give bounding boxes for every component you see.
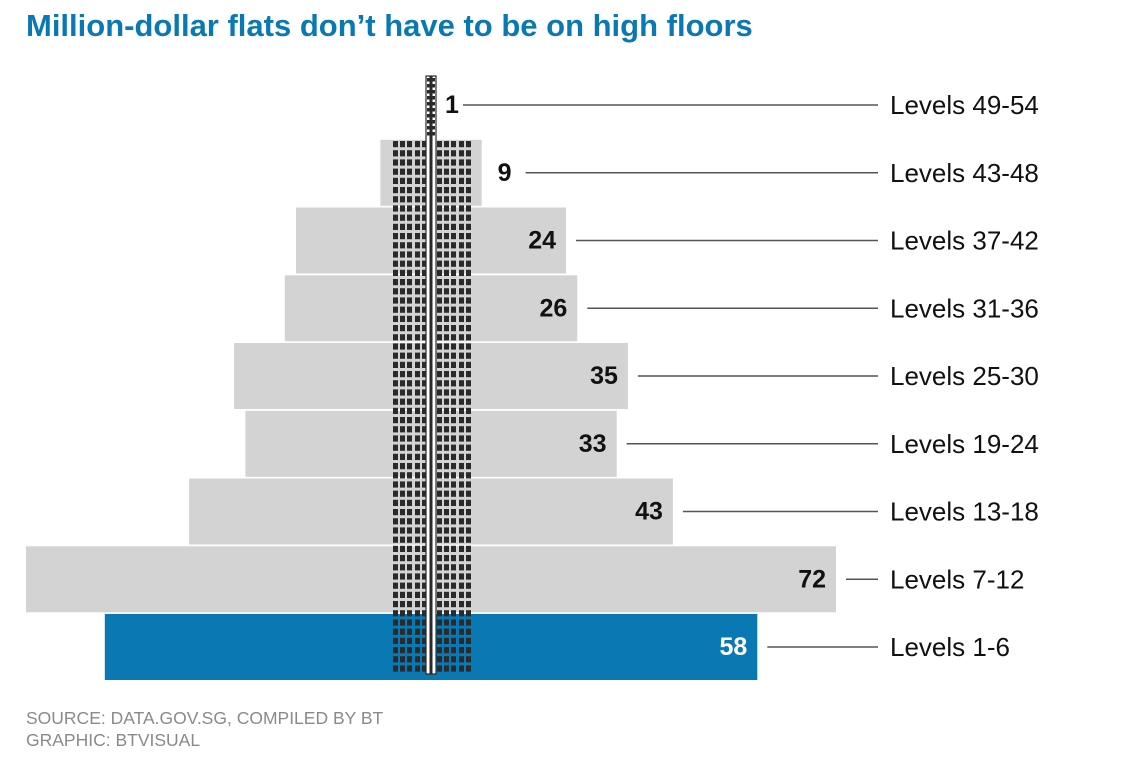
category-label-levels-7-12: Levels 7-12 — [890, 564, 1024, 594]
value-label-levels-7-12: 72 — [798, 565, 826, 593]
spire-dashes — [427, 78, 435, 136]
value-label-levels-25-30: 35 — [590, 362, 618, 390]
value-label-levels-43-48: 9 — [498, 159, 512, 187]
value-label-levels-37-42: 24 — [528, 227, 556, 255]
tower-windows — [393, 141, 471, 672]
value-label-levels-49-54: 1 — [445, 91, 459, 119]
source-note: SOURCE: DATA.GOV.SG, COMPILED BY BT — [26, 708, 384, 728]
value-label-levels-1-6: 58 — [719, 633, 747, 661]
value-label-levels-31-36: 26 — [539, 294, 567, 322]
chart-title: Million-dollar flats don’t have to be on… — [26, 8, 753, 43]
value-label-levels-13-18: 43 — [635, 498, 663, 526]
category-label-levels-49-54: Levels 49-54 — [890, 90, 1039, 120]
category-label-levels-31-36: Levels 31-36 — [890, 293, 1039, 323]
credits: SOURCE: DATA.GOV.SG, COMPILED BY BT GRAP… — [26, 707, 383, 751]
value-label-levels-19-24: 33 — [579, 430, 607, 458]
category-label-levels-19-24: Levels 19-24 — [890, 429, 1039, 459]
pyramid-chart: 1 Levels 49-54 9 Levels 43-48 24 Levels 37-42… — [26, 75, 1039, 680]
category-label-levels-13-18: Levels 13-18 — [890, 497, 1039, 527]
category-label-levels-1-6: Levels 1-6 — [890, 632, 1010, 662]
graphic-credit: GRAPHIC: BTVISUAL — [26, 730, 201, 750]
category-label-levels-43-48: Levels 43-48 — [890, 158, 1039, 188]
category-label-levels-25-30: Levels 25-30 — [890, 361, 1039, 391]
labels-layer: 1 Levels 49-54 9 Levels 43-48 24 Levels 37-42… — [445, 90, 1039, 662]
category-label-levels-37-42: Levels 37-42 — [890, 226, 1039, 256]
building-illustration — [393, 75, 471, 675]
